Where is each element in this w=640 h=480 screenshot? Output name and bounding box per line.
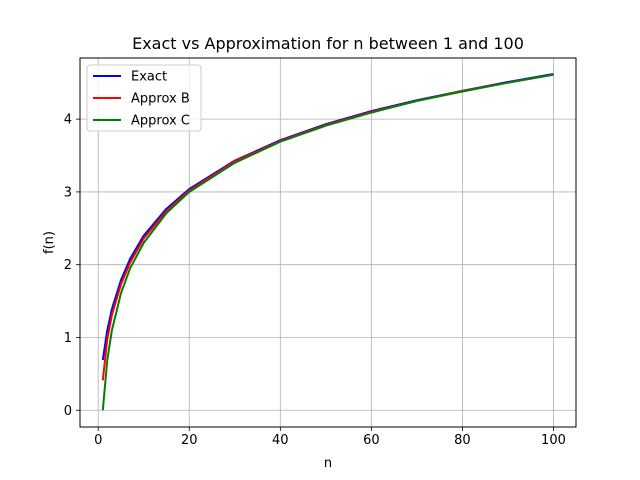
legend-box <box>86 64 202 132</box>
legend-label: Approx C <box>131 114 190 129</box>
axes-frame <box>79 57 577 428</box>
x-tick-label: 100 <box>541 433 566 448</box>
x-tick-label: 60 <box>363 433 380 448</box>
x-axis-label: n <box>324 456 332 471</box>
y-tick-label: 4 <box>64 113 72 128</box>
y-axis-label: f(n) <box>42 231 57 254</box>
grid <box>80 58 576 427</box>
legend-label: Exact <box>131 70 167 85</box>
axis-ticks: 0 20 40 60 80 100 0 1 2 3 4 <box>64 113 566 448</box>
x-tick-label: 80 <box>454 433 471 448</box>
chart-title: Exact vs Approximation for n between 1 a… <box>132 34 524 53</box>
legend-label: Approx B <box>131 92 190 107</box>
y-tick-label: 1 <box>64 331 72 346</box>
legend: Exact Approx B Approx C <box>86 64 202 132</box>
x-tick-label: 0 <box>94 433 102 448</box>
y-tick-label: 3 <box>64 185 72 200</box>
y-tick-label: 2 <box>64 258 72 273</box>
x-tick-label: 20 <box>181 433 198 448</box>
x-tick-label: 40 <box>272 433 289 448</box>
plot-lines <box>101 73 554 411</box>
series-line-3 <box>101 73 554 411</box>
y-tick-label: 0 <box>64 404 72 419</box>
